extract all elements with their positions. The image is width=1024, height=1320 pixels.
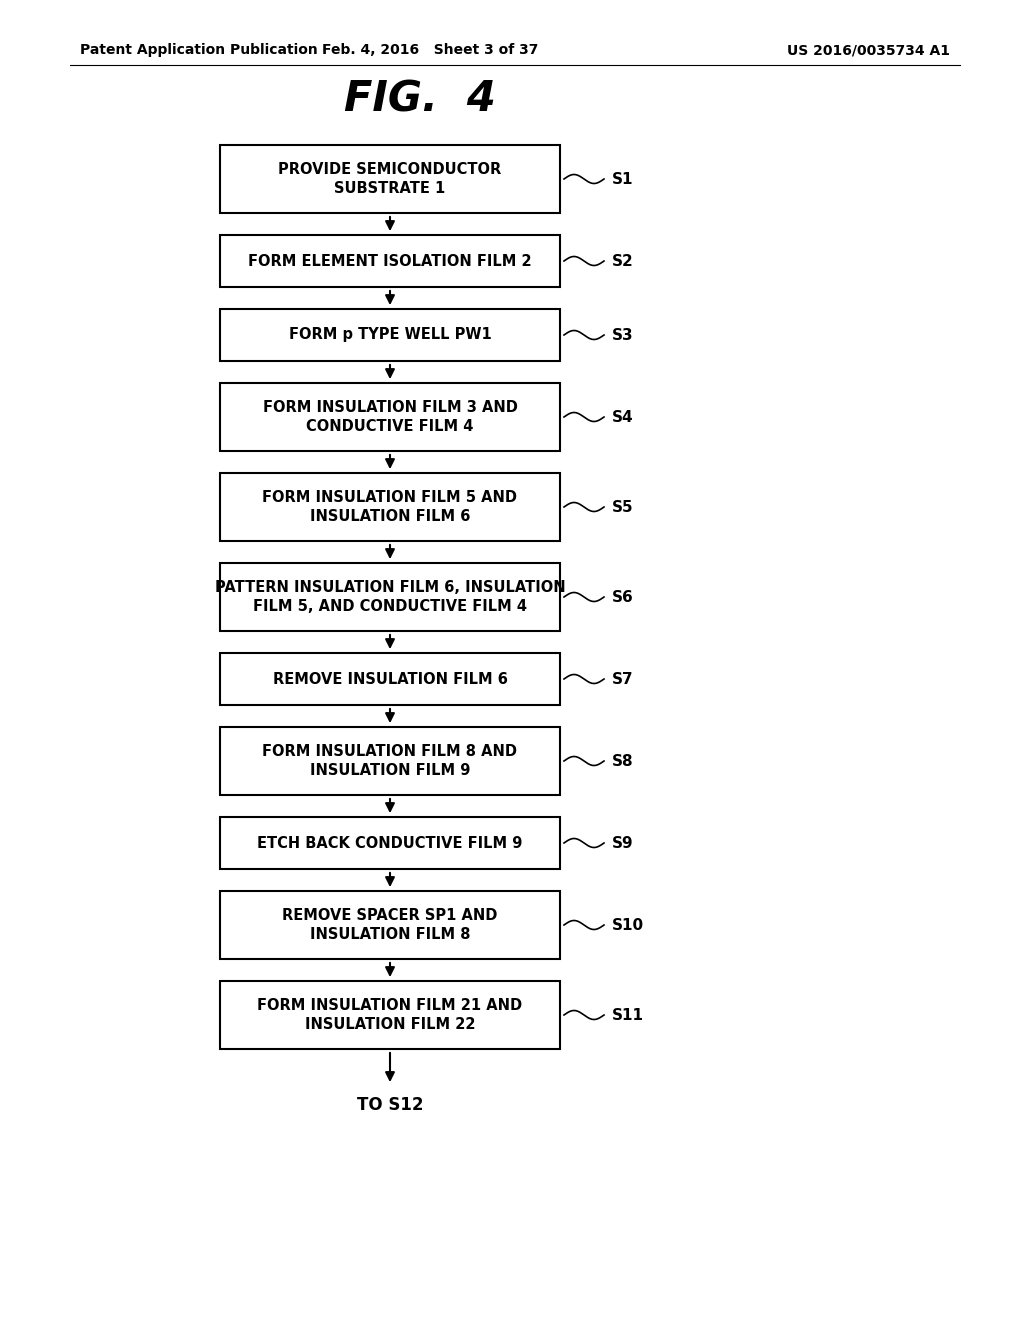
Text: Feb. 4, 2016   Sheet 3 of 37: Feb. 4, 2016 Sheet 3 of 37	[322, 44, 539, 57]
Bar	[220, 564, 560, 631]
Text: S2: S2	[612, 253, 634, 268]
Text: FORM ELEMENT ISOLATION FILM 2: FORM ELEMENT ISOLATION FILM 2	[248, 253, 531, 268]
Text: PATTERN INSULATION FILM 6, INSULATION
FILM 5, AND CONDUCTIVE FILM 4: PATTERN INSULATION FILM 6, INSULATION FI…	[215, 579, 565, 614]
Bar	[220, 817, 560, 869]
Text: S10: S10	[612, 917, 644, 932]
Bar	[220, 981, 560, 1049]
Bar	[220, 473, 560, 541]
Bar	[220, 727, 560, 795]
Text: REMOVE SPACER SP1 AND
INSULATION FILM 8: REMOVE SPACER SP1 AND INSULATION FILM 8	[283, 908, 498, 942]
Text: S11: S11	[612, 1007, 644, 1023]
Text: S4: S4	[612, 409, 634, 425]
Bar	[220, 653, 560, 705]
Text: FORM p TYPE WELL PW1: FORM p TYPE WELL PW1	[289, 327, 492, 342]
Text: TO S12: TO S12	[356, 1096, 423, 1114]
Text: S1: S1	[612, 172, 634, 186]
Bar	[220, 309, 560, 360]
Text: PROVIDE SEMICONDUCTOR
SUBSTRATE 1: PROVIDE SEMICONDUCTOR SUBSTRATE 1	[279, 161, 502, 197]
Text: S3: S3	[612, 327, 634, 342]
Text: FORM INSULATION FILM 8 AND
INSULATION FILM 9: FORM INSULATION FILM 8 AND INSULATION FI…	[262, 743, 517, 779]
Bar	[220, 235, 560, 286]
Text: FIG.  4: FIG. 4	[344, 79, 496, 121]
Text: S7: S7	[612, 672, 634, 686]
Text: S5: S5	[612, 499, 634, 515]
Bar	[220, 145, 560, 213]
Text: ETCH BACK CONDUCTIVE FILM 9: ETCH BACK CONDUCTIVE FILM 9	[257, 836, 522, 850]
Text: US 2016/0035734 A1: US 2016/0035734 A1	[787, 44, 950, 57]
Bar	[220, 383, 560, 451]
Bar	[220, 891, 560, 960]
Text: S8: S8	[612, 754, 634, 768]
Text: FORM INSULATION FILM 5 AND
INSULATION FILM 6: FORM INSULATION FILM 5 AND INSULATION FI…	[262, 490, 517, 524]
Text: FORM INSULATION FILM 3 AND
CONDUCTIVE FILM 4: FORM INSULATION FILM 3 AND CONDUCTIVE FI…	[262, 400, 517, 434]
Text: S9: S9	[612, 836, 634, 850]
Text: FORM INSULATION FILM 21 AND
INSULATION FILM 22: FORM INSULATION FILM 21 AND INSULATION F…	[257, 998, 522, 1032]
Text: REMOVE INSULATION FILM 6: REMOVE INSULATION FILM 6	[272, 672, 508, 686]
Text: S6: S6	[612, 590, 634, 605]
Text: Patent Application Publication: Patent Application Publication	[80, 44, 317, 57]
